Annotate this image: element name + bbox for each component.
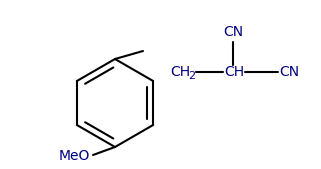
Text: CN: CN	[223, 25, 243, 39]
Text: 2: 2	[188, 71, 195, 81]
Text: CH: CH	[170, 65, 190, 79]
Text: CN: CN	[279, 65, 299, 79]
Text: MeO: MeO	[59, 149, 90, 163]
Text: CH: CH	[224, 65, 244, 79]
